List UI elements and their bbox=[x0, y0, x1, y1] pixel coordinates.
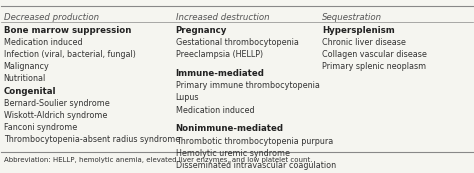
Text: Preeclampsia (HELLP): Preeclampsia (HELLP) bbox=[176, 50, 263, 59]
Text: Gestational thrombocytopenia: Gestational thrombocytopenia bbox=[176, 38, 299, 47]
Text: Thrombocytopenia-absent radius syndrome: Thrombocytopenia-absent radius syndrome bbox=[4, 135, 180, 144]
Text: Disseminated intravascular coagulation: Disseminated intravascular coagulation bbox=[176, 161, 336, 170]
Text: Hypersplenism: Hypersplenism bbox=[322, 26, 394, 35]
Text: Pregnancy: Pregnancy bbox=[176, 26, 227, 35]
Text: Sequestration: Sequestration bbox=[322, 13, 382, 22]
Text: Abbreviation: HELLP, hemolytic anemia, elevated liver enzymes, and low platelet : Abbreviation: HELLP, hemolytic anemia, e… bbox=[4, 157, 312, 163]
Text: Medication induced: Medication induced bbox=[4, 38, 82, 47]
Text: Thrombotic thrombocytopenia purpura: Thrombotic thrombocytopenia purpura bbox=[176, 137, 333, 146]
Text: Chronic liver disease: Chronic liver disease bbox=[322, 38, 406, 47]
Text: Increased destruction: Increased destruction bbox=[176, 13, 269, 22]
Text: Infection (viral, bacterial, fungal): Infection (viral, bacterial, fungal) bbox=[4, 50, 136, 59]
Text: Wiskott-Aldrich syndrome: Wiskott-Aldrich syndrome bbox=[4, 111, 107, 120]
Text: Bone marrow suppression: Bone marrow suppression bbox=[4, 26, 131, 35]
Text: Hemolytic uremic syndrome: Hemolytic uremic syndrome bbox=[176, 149, 290, 158]
Text: Malignancy: Malignancy bbox=[4, 62, 49, 71]
Text: Bernard-Soulier syndrome: Bernard-Soulier syndrome bbox=[4, 99, 109, 108]
Text: Primary splenic neoplasm: Primary splenic neoplasm bbox=[322, 62, 426, 71]
Text: Medication induced: Medication induced bbox=[176, 106, 255, 115]
Text: Nonimmune-mediated: Nonimmune-mediated bbox=[176, 125, 284, 134]
Text: Nutritional: Nutritional bbox=[4, 74, 46, 83]
Text: Immune-mediated: Immune-mediated bbox=[176, 69, 264, 78]
Text: Fanconi syndrome: Fanconi syndrome bbox=[4, 123, 77, 132]
Text: Decreased production: Decreased production bbox=[4, 13, 99, 22]
Text: Congenital: Congenital bbox=[4, 87, 56, 96]
Text: Lupus: Lupus bbox=[176, 93, 199, 102]
Text: Primary immune thrombocytopenia: Primary immune thrombocytopenia bbox=[176, 81, 319, 90]
Text: Collagen vascular disease: Collagen vascular disease bbox=[322, 50, 427, 59]
